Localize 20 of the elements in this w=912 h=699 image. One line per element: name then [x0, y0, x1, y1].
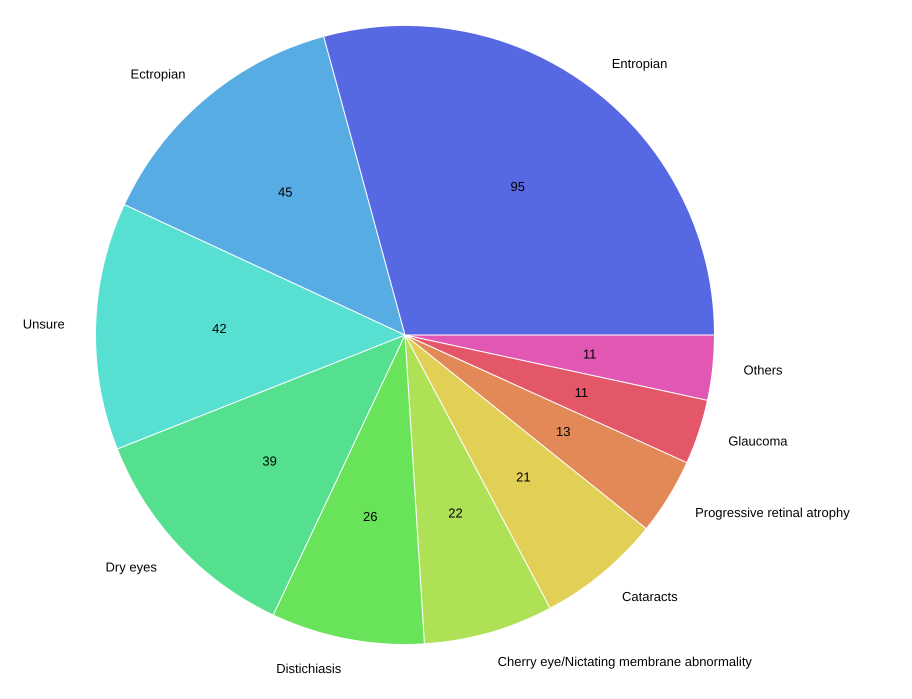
slice-label: Others	[744, 362, 784, 378]
slice-label: Dry eyes	[106, 560, 158, 575]
slice-label: Cataracts	[622, 588, 678, 604]
data-label: 39	[262, 454, 277, 469]
slice-label: Cherry eye/Nictating membrane abnormality	[498, 654, 752, 670]
slice-label: Progressive retinal atrophy	[695, 504, 850, 520]
slice-label: Entropian	[612, 56, 668, 72]
data-label: 42	[212, 321, 227, 336]
slice-label: Glaucoma	[728, 433, 788, 448]
data-label: 21	[516, 470, 531, 485]
data-label: 95	[510, 179, 525, 194]
slice-label: Distichiasis	[276, 661, 342, 676]
data-label: 45	[278, 184, 292, 200]
slice-label: Ectropian	[130, 66, 186, 82]
data-label: 22	[448, 505, 463, 520]
data-label: 11	[582, 346, 596, 362]
data-label: 26	[362, 508, 378, 524]
slice-label: Unsure	[22, 316, 65, 332]
data-label: 11	[574, 384, 588, 400]
data-label: 13	[556, 424, 570, 439]
